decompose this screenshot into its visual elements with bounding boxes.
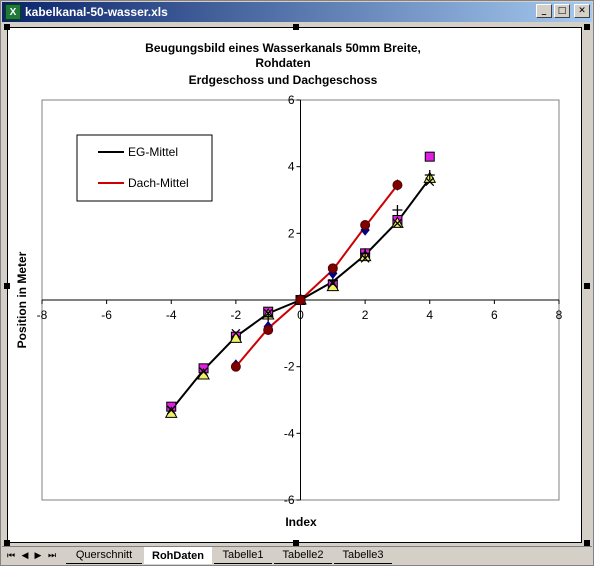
chart-title-line-1: Beugungsbild eines Wasserkanals 50mm Bre… [145,41,421,55]
selection-handle-top-middle[interactable] [293,24,299,30]
data-point-marker-series-triangle [391,216,404,228]
legend-label-eg-mittel: EG-Mittel [128,145,178,159]
selection-handle-bottom-right[interactable] [584,540,590,546]
window-title: kabelkanal-50-wasser.xls [25,5,168,19]
tab-tabelle2[interactable]: Tabelle2 [274,547,332,564]
data-point-marker-series-plus [263,311,274,322]
data-point-marker-series-triangle [229,331,243,343]
tab-querschnitt[interactable]: Querschnitt [66,547,142,564]
selection-handle-bottom-middle[interactable] [293,540,299,546]
x-tick-label: 0 [297,308,304,322]
series-markers [164,151,437,418]
x-tick-label: -4 [166,308,177,322]
selection-handle-top-left[interactable] [4,24,10,30]
y-tick-label: -4 [284,426,295,440]
chart-title-line-2: Rohdaten [255,56,310,70]
x-tick-label: 6 [491,308,498,322]
prev-sheet-icon[interactable]: ◀ [21,551,29,561]
data-point-marker-series-plus [392,205,403,215]
window-controls: _ □ ✕ [536,4,590,18]
excel-icon[interactable]: X [5,4,21,20]
data-point-marker-series-circle [327,263,338,274]
data-point-marker-series-circle [392,180,403,190]
tab-tabelle1[interactable]: Tabelle1 [214,547,272,564]
chart-svg[interactable]: Beugungsbild eines Wasserkanals 50mm Bre… [8,28,581,542]
x-tick-label: 4 [426,308,433,322]
y-tick-label: -2 [284,360,295,374]
tab-rohdaten[interactable]: RohDaten [144,547,212,564]
restore-button[interactable]: □ [554,4,570,18]
data-point-marker-series-x [199,367,209,377]
y-tick-label: 4 [288,160,295,174]
data-point-marker-series-x [231,328,241,338]
series-layer [164,151,437,418]
legend[interactable]: EG-Mittel Dach-Mittel [76,134,213,202]
data-point-marker-series-circle [263,325,274,335]
selection-handle-top-right[interactable] [584,24,590,30]
data-point-marker-series-x [392,218,402,228]
next-sheet-icon[interactable]: ▶ [34,551,42,561]
selection-handle-middle-right[interactable] [584,283,590,289]
selection-handle-middle-left[interactable] [4,283,10,289]
data-point-marker-series-circle [360,220,371,230]
tab-tabelle3[interactable]: Tabelle3 [334,547,392,564]
last-sheet-icon[interactable]: ⏭ [47,551,57,561]
y-tick-label: -6 [284,493,295,507]
data-point-marker-series-plus [360,248,371,259]
axes: -8 -6 -4 -2 0 2 4 6 8 -6 -4 -2 2 4 6 [37,93,563,507]
title-bar[interactable]: X kabelkanal-50-wasser.xls _ □ ✕ [2,2,592,22]
x-tick-label: -6 [101,308,112,322]
x-tick-label: -2 [231,308,242,322]
data-point-marker-series-x [425,177,435,187]
chart-area[interactable]: Beugungsbild eines Wasserkanals 50mm Bre… [7,27,582,543]
close-button[interactable]: ✕ [574,4,590,18]
x-tick-label: 8 [556,308,563,322]
first-sheet-icon[interactable]: ⏮ [6,551,16,561]
x-axis-label: Index [285,515,317,529]
y-tick-label: 2 [288,226,295,240]
data-point-marker-series-circle [230,361,241,372]
series-line-dach-mittel [235,184,399,368]
chart-title-line-3: Erdgeschoss und Dachgeschoss [189,73,378,87]
sheet-tab-bar: ⏮ ◀ ▶ ⏭ Querschnitt RohDaten Tabelle1 Ta… [2,546,592,564]
data-point-marker-series-plus [424,170,435,180]
minimize-button[interactable]: _ [536,4,552,18]
y-tick-label: 6 [288,93,295,107]
series-marker-series-circle [230,180,403,372]
x-tick-label: -8 [37,308,48,322]
x-tick-label: 2 [362,308,369,322]
data-point-marker-series-x [166,405,176,415]
data-point-marker-series-circle [295,295,306,305]
legend-label-dach-mittel: Dach-Mittel [128,176,189,190]
legend-box [76,134,213,202]
data-point-marker-series-square [424,151,435,162]
y-axis-label: Position in Meter [15,251,29,348]
selection-handle-bottom-left[interactable] [4,540,10,546]
